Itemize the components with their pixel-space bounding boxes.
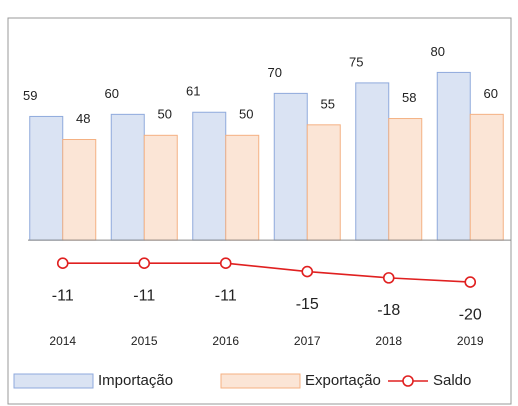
data-label: 80: [431, 44, 445, 59]
saldo-point: [301, 265, 314, 278]
bar: [273, 92, 308, 241]
x-tick-label: 2014: [49, 334, 76, 348]
bar: [436, 71, 471, 241]
bar: [192, 111, 227, 241]
x-tick-label: 2018: [375, 334, 402, 348]
data-label: 50: [158, 107, 172, 122]
legend-label: Saldo: [433, 372, 471, 389]
bar: [62, 139, 97, 241]
data-label: 55: [321, 96, 335, 111]
data-label: -11: [215, 287, 237, 304]
x-tick-label: 2016: [212, 334, 239, 348]
data-label: 70: [268, 65, 282, 80]
legend-label: Importação: [98, 372, 173, 389]
data-label: 75: [349, 54, 363, 69]
bar: [306, 124, 341, 241]
saldo-point: [219, 257, 232, 270]
data-label: 60: [105, 86, 119, 101]
bar: [469, 113, 504, 241]
saldo-line: [62, 262, 471, 283]
x-tick-label: 2019: [457, 334, 484, 348]
bar: [355, 82, 390, 241]
bar: [143, 134, 178, 241]
saldo-point: [56, 257, 69, 270]
legend-swatch: [402, 375, 414, 387]
data-label: 58: [402, 90, 416, 105]
x-tick-label: 2017: [294, 334, 321, 348]
bar: [29, 115, 64, 241]
data-label: -11: [52, 287, 74, 304]
data-label: 48: [76, 111, 90, 126]
data-label: -15: [296, 296, 319, 313]
legend-swatch: [13, 373, 94, 389]
data-label: -11: [133, 287, 155, 304]
saldo-point: [464, 276, 477, 288]
bar: [110, 113, 145, 241]
legend-label: Exportação: [305, 372, 381, 389]
chart-frame: [7, 17, 512, 405]
data-label: -20: [459, 306, 482, 323]
legend-swatch: [220, 373, 301, 389]
bar: [388, 118, 423, 241]
saldo-point: [138, 257, 151, 270]
bar: [225, 134, 260, 241]
data-label: 60: [484, 86, 498, 101]
saldo-point: [382, 272, 395, 284]
data-label: -18: [377, 302, 400, 319]
data-label: 50: [239, 107, 253, 122]
data-label: 61: [186, 84, 200, 99]
data-label: 59: [23, 88, 37, 103]
x-tick-label: 2015: [131, 334, 158, 348]
